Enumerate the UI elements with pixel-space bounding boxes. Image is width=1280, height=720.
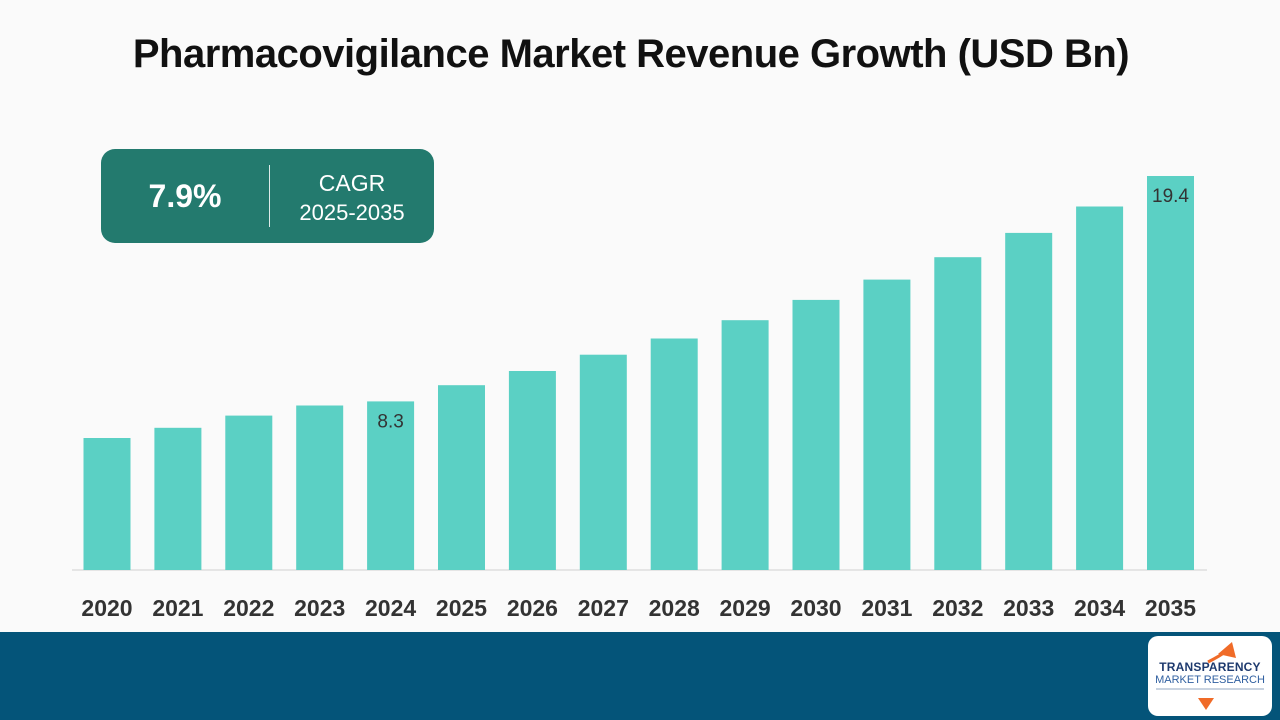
x-tick-label: 2026 (507, 595, 558, 621)
x-tick-label: 2030 (790, 595, 841, 621)
bar-chart: 2020 2021 2022 2023 2024 2025 2026 2027 2028 2029… (72, 176, 1207, 621)
cagr-period: 2025-2035 (299, 200, 405, 225)
x-tick-label: 2021 (152, 595, 203, 621)
x-tick-label: 2034 (1074, 595, 1125, 621)
cagr-value: 7.9% (148, 178, 222, 214)
bar-2030 (792, 299, 840, 570)
bar-2029 (721, 320, 769, 570)
x-tick-label: 2032 (932, 595, 983, 621)
bar-2025 (438, 385, 485, 570)
logo-tagline-rule (1156, 688, 1264, 690)
x-tick-label: 2033 (1003, 595, 1054, 621)
bar-2026 (508, 371, 556, 570)
x-tick-label: 2024 (365, 595, 416, 621)
logo-line-2: MARKET RESEARCH (1155, 674, 1265, 686)
x-tick-label: 2028 (649, 595, 700, 621)
x-tick-label: 2023 (294, 595, 345, 621)
footer-bar (0, 632, 1280, 720)
bar-2023 (296, 405, 344, 570)
cagr-divider (269, 165, 270, 227)
bar-2027 (579, 354, 627, 570)
bar-2020 (83, 438, 131, 570)
bar-2024 (367, 401, 415, 570)
x-tick-label: 2022 (223, 595, 274, 621)
data-label: 19.4 (1152, 186, 1189, 207)
bar-2034 (1076, 206, 1124, 570)
x-tick-label: 2027 (578, 595, 629, 621)
x-tick-label: 2020 (81, 595, 132, 621)
cagr-callout: 7.9% CAGR 2025-2035 (101, 149, 434, 243)
bar-2033 (1005, 232, 1053, 570)
cagr-label: CAGR (318, 170, 386, 196)
bar-2021 (154, 427, 202, 570)
logo-arrow-icon (1198, 642, 1236, 710)
data-label: 8.3 (377, 411, 403, 432)
logo-line-1: TRANSPARENCY (1159, 660, 1261, 674)
bar-2028 (650, 338, 698, 570)
x-tick-label: 2025 (436, 595, 487, 621)
x-tick-label: 2035 (1145, 595, 1196, 621)
bar-2031 (863, 279, 911, 570)
bar-2022 (225, 415, 273, 570)
bar-2032 (934, 257, 982, 570)
chart-title: Pharmacovigilance Market Revenue Growth … (132, 32, 1130, 76)
x-tick-label: 2029 (720, 595, 771, 621)
x-tick-label: 2031 (861, 595, 912, 621)
bar-2035 (1147, 176, 1194, 570)
company-logo: TRANSPARENCY MARKET RESEARCH (1148, 636, 1272, 716)
